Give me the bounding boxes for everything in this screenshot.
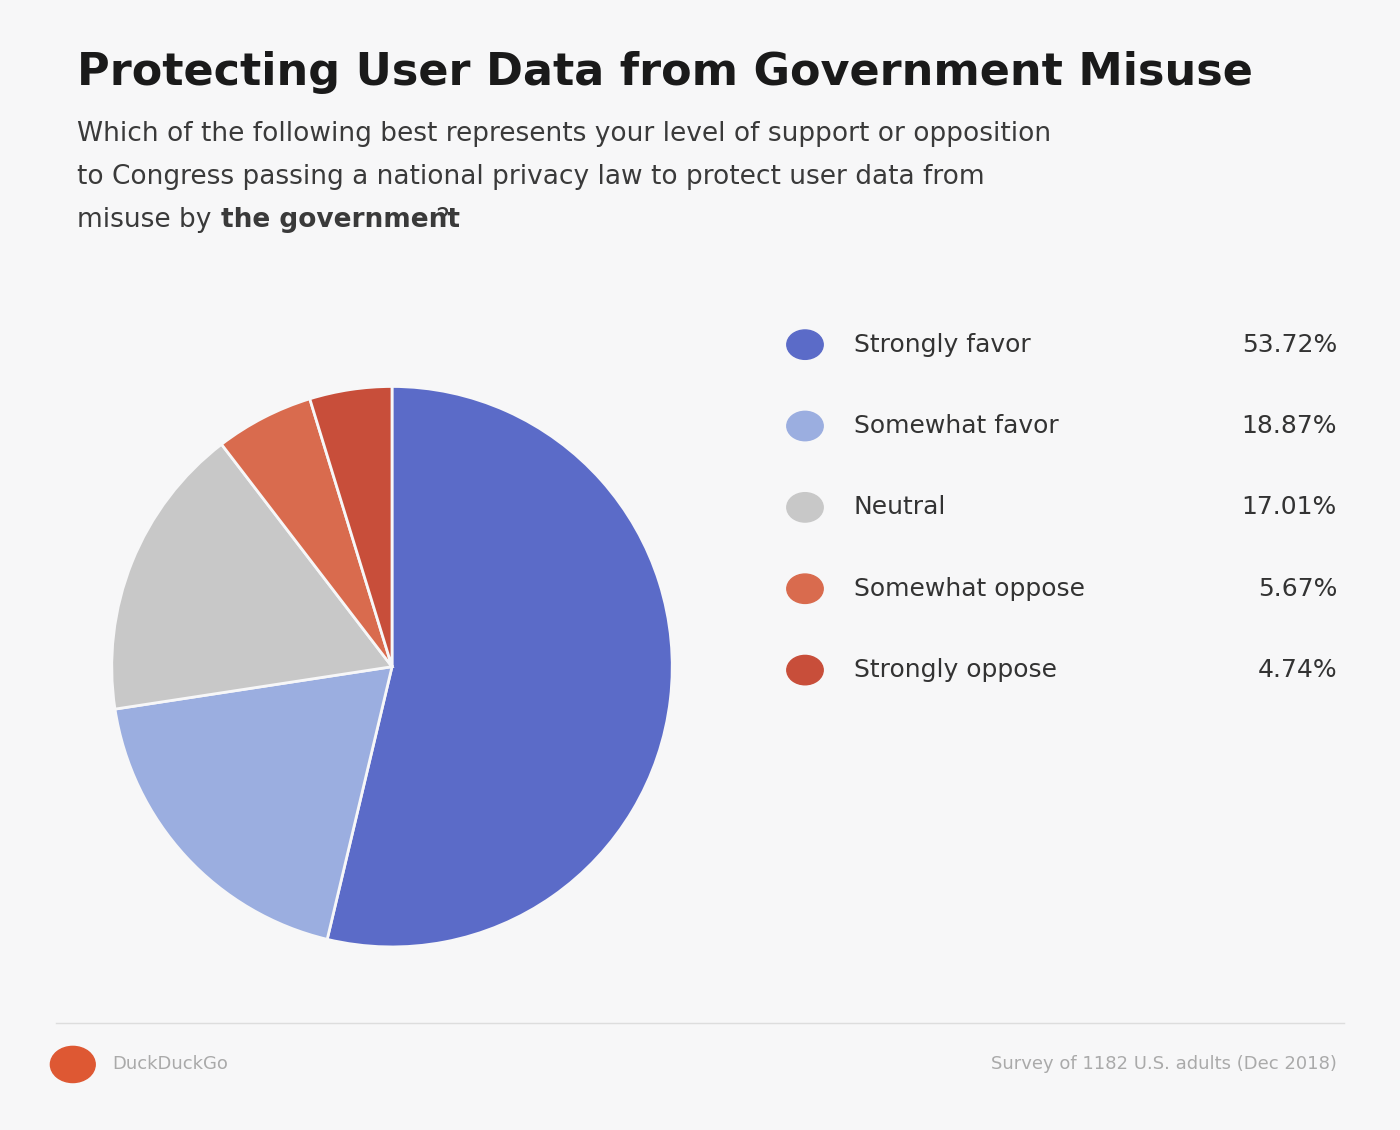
Text: 4.74%: 4.74% — [1257, 658, 1337, 683]
Text: misuse by: misuse by — [77, 207, 220, 233]
Text: 18.87%: 18.87% — [1242, 414, 1337, 438]
Text: 53.72%: 53.72% — [1242, 332, 1337, 357]
Text: Protecting User Data from Government Misuse: Protecting User Data from Government Mis… — [77, 51, 1253, 94]
Text: Neutral: Neutral — [854, 495, 946, 520]
Text: Which of the following best represents your level of support or opposition: Which of the following best represents y… — [77, 121, 1051, 147]
Text: 17.01%: 17.01% — [1242, 495, 1337, 520]
Text: 5.67%: 5.67% — [1257, 576, 1337, 601]
Text: Strongly favor: Strongly favor — [854, 332, 1030, 357]
Text: DuckDuckGo: DuckDuckGo — [112, 1055, 228, 1074]
Text: Somewhat favor: Somewhat favor — [854, 414, 1058, 438]
Wedge shape — [328, 386, 672, 947]
Text: Somewhat oppose: Somewhat oppose — [854, 576, 1085, 601]
Wedge shape — [112, 444, 392, 710]
Text: ?: ? — [435, 207, 449, 233]
Text: to Congress passing a national privacy law to protect user data from: to Congress passing a national privacy l… — [77, 164, 984, 190]
Text: Survey of 1182 U.S. adults (Dec 2018): Survey of 1182 U.S. adults (Dec 2018) — [991, 1055, 1337, 1074]
Text: Strongly oppose: Strongly oppose — [854, 658, 1057, 683]
Wedge shape — [309, 386, 392, 667]
Text: the government: the government — [221, 207, 461, 233]
Wedge shape — [115, 667, 392, 939]
Wedge shape — [221, 399, 392, 667]
